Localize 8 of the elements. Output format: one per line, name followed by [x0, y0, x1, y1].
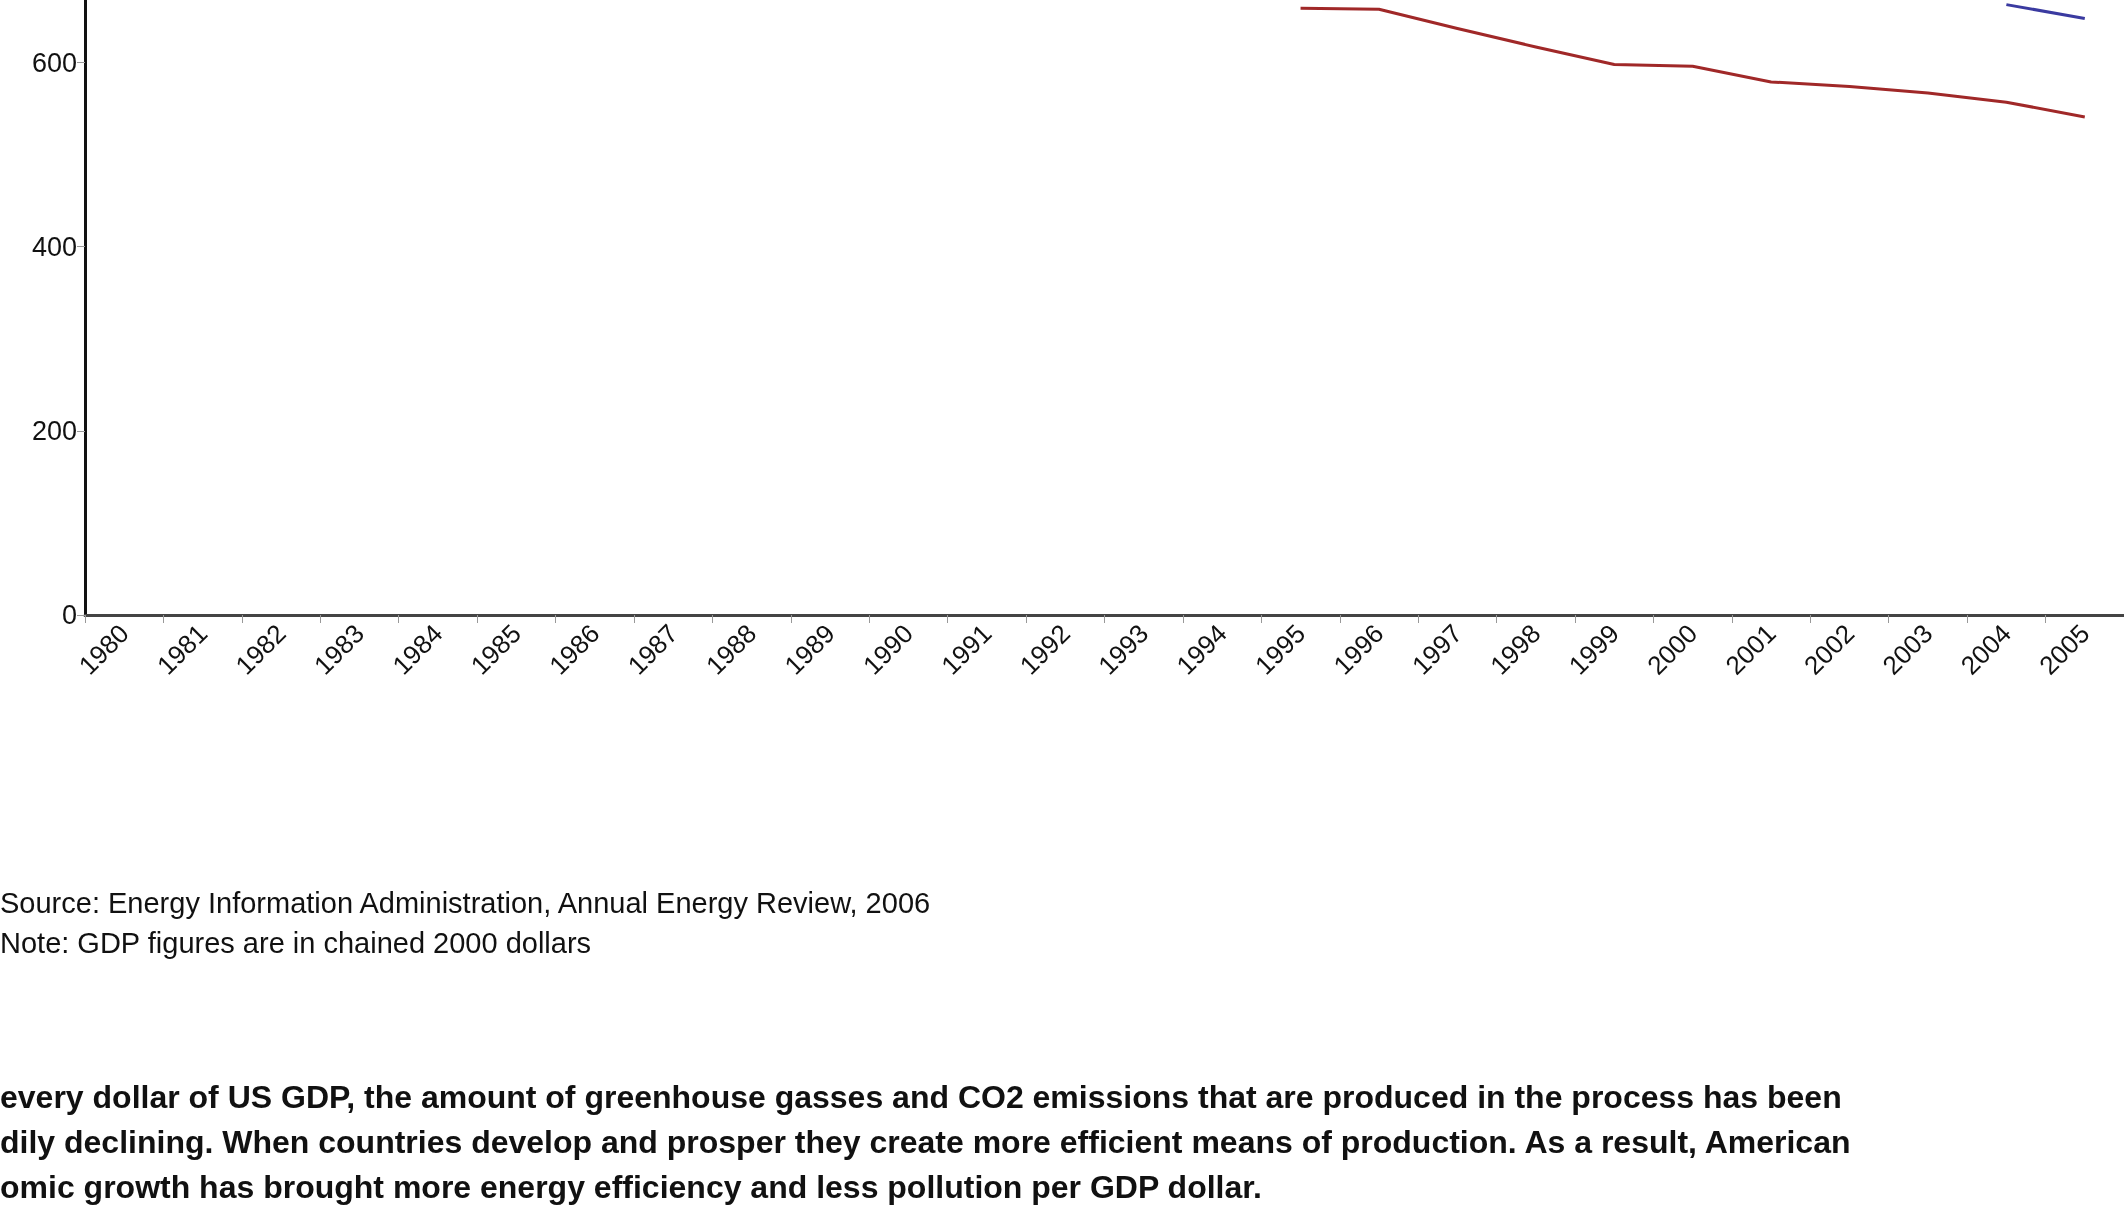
text: every dollar of US GDP, the amount of greenhouse gasses and CO2 emissions that are produced in the process has been dily declining. When countries develop and prosper they create more efficient means of production. As a result, American omic growth has brought more energy efficiency and less pollution per GDP dollar.	[0, 1078, 1851, 1205]
y-tick-label: 0	[61, 600, 77, 630]
y-tick-label: 400	[31, 231, 77, 262]
text: Note: GDP figures are in chained 2000 dollars	[0, 926, 592, 959]
source-note: Source: Energy Information Administration, Annual Energy Review, 2006	[0, 886, 931, 919]
y-tick-label: 200	[31, 415, 77, 446]
y-tick-label: 600	[31, 47, 77, 78]
line-series	[1299, 6, 2087, 119]
